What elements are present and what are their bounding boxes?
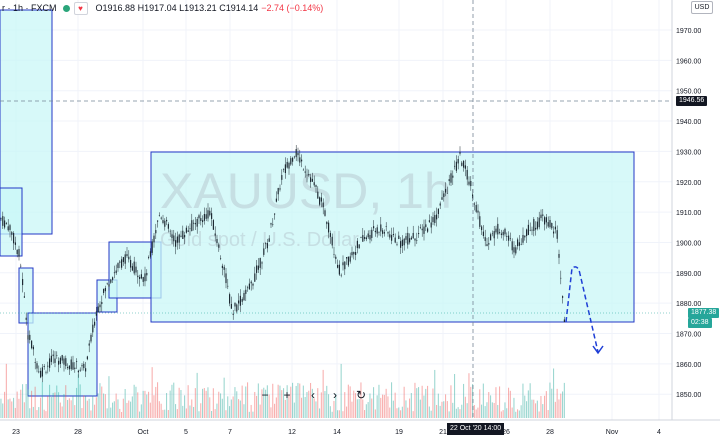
price-tick-label: 1890.00	[676, 271, 701, 278]
zoom-out-button[interactable]: −	[261, 388, 269, 402]
time-tick-label: 28	[74, 429, 82, 436]
time-tick-label: 7	[228, 429, 232, 436]
ohlc-open: O1916.88	[95, 3, 136, 13]
time-tick-label: 5	[184, 429, 188, 436]
market-status-icon	[62, 4, 70, 12]
forecast-arrow-drawing[interactable]	[565, 266, 604, 355]
price-tick-label: 1910.00	[676, 210, 701, 217]
price-tick-label: 1920.00	[676, 180, 701, 187]
legend-header: r · 1h · FXCM ♥ O1916.88 H1917.04 L1913.…	[0, 0, 323, 16]
time-tick-label: 14	[333, 429, 341, 436]
scroll-left-button[interactable]: ‹	[311, 388, 315, 402]
time-tick-label: Nov	[606, 429, 619, 436]
price-tick-label: 1940.00	[676, 119, 701, 126]
reset-chart-button[interactable]: ↻	[355, 388, 367, 402]
countdown-tag: 02:38	[688, 318, 712, 328]
price-tick-label: 1880.00	[676, 301, 701, 308]
ohlc-close: C1914.14	[219, 3, 259, 13]
time-tick-label: 23	[12, 429, 20, 436]
price-tick-label: 1960.00	[676, 58, 701, 65]
price-change: −2.74 (−0.14%)	[261, 3, 324, 13]
time-tick-label: Oct	[138, 429, 149, 436]
scroll-right-button[interactable]: ›	[333, 388, 337, 402]
heart-icon[interactable]: ♥	[73, 1, 88, 15]
price-tick-label: 1860.00	[676, 362, 701, 369]
ohlc-high: H1917.04	[137, 3, 177, 13]
watermark-symbol: XAUUSD, 1h	[160, 163, 452, 219]
price-tick-label: 1850.00	[676, 392, 701, 399]
price-tick-label: 1950.00	[676, 89, 701, 96]
crosshair-time-tag: 22 Oct '20 14:00	[447, 423, 505, 435]
price-tick-label: 1870.00	[676, 332, 701, 339]
price-axis[interactable]: 1970.00 1960.00 1950.00 1940.00 1930.00 1920.…	[676, 28, 701, 399]
last-price-tag: 1877.38	[688, 308, 720, 318]
time-tick-label: 4	[657, 429, 661, 436]
zoom-in-button[interactable]: +	[283, 388, 291, 402]
time-tick-label: 12	[288, 429, 296, 436]
currency-button[interactable]: USD	[691, 1, 713, 14]
time-tick-label: 28	[546, 429, 554, 436]
time-axis[interactable]: 23 28 Oct 5 7 12 14 19 21 26 28 Nov 4	[12, 429, 661, 436]
chart-navigation-toolbar: − + ‹ › ↻	[254, 387, 372, 403]
watermark-description: Gold spot / U.S. Dollar	[160, 229, 359, 251]
time-tick-label: 19	[395, 429, 403, 436]
time-tick-label: 26	[502, 429, 510, 436]
time-tick-label: 21	[439, 429, 447, 436]
rectangle-drawing[interactable]	[0, 187, 23, 257]
crosshair-price-tag: 1946.56	[676, 96, 708, 106]
ohlc-low: L1913.21	[179, 3, 217, 13]
symbol-label[interactable]: r · 1h · FXCM	[2, 3, 57, 13]
price-tick-label: 1930.00	[676, 149, 701, 156]
price-tick-label: 1970.00	[676, 28, 701, 35]
rectangle-drawing[interactable]	[27, 312, 98, 397]
price-tick-label: 1900.00	[676, 240, 701, 247]
